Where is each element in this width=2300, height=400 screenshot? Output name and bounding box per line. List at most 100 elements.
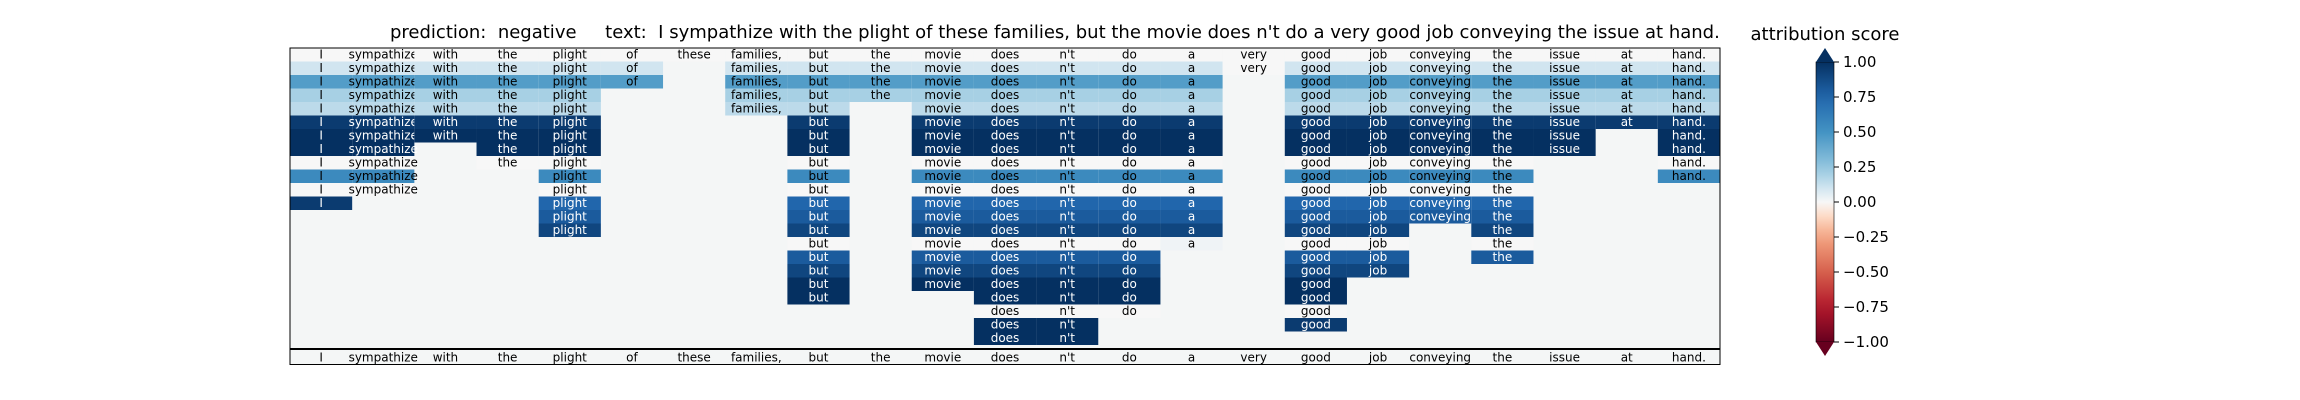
token-label: sympathize (349, 169, 418, 183)
heatmap-cell (1657, 48, 1720, 62)
heatmap-cell (538, 156, 601, 170)
token-label: plight (553, 156, 588, 170)
heatmap-cell (352, 61, 415, 75)
heatmap-cell (414, 102, 477, 116)
token-label: the (1493, 237, 1513, 251)
token-label: very (1240, 61, 1267, 75)
bottom-token-label: a (1188, 351, 1195, 365)
token-label: n't (1059, 264, 1075, 278)
bottom-token-label: these (677, 351, 710, 365)
heatmap-cell (1160, 196, 1223, 210)
heatmap-cell (787, 291, 850, 305)
heatmap-cell (600, 61, 664, 75)
heatmap-cell (1284, 129, 1347, 143)
token-label: do (1122, 291, 1137, 305)
heatmap-cell (1036, 304, 1099, 318)
heatmap-cell (290, 115, 353, 129)
token-label: n't (1059, 129, 1075, 143)
token-label: hand. (1672, 75, 1706, 89)
token-label: does (991, 277, 1020, 291)
token-label: with (433, 115, 458, 129)
heatmap-cell (1595, 61, 1658, 75)
heatmap-cell (290, 129, 353, 143)
heatmap-cell (1346, 223, 1410, 237)
token-label: hand. (1672, 169, 1706, 183)
token-label: does (991, 196, 1020, 210)
heatmap-cell (1471, 250, 1534, 264)
heatmap-cell (1346, 196, 1410, 210)
token-label: but (809, 237, 829, 251)
heatmap-cell (1409, 115, 1472, 129)
token-label: the (871, 48, 891, 62)
heatmap-cell (1160, 61, 1223, 75)
token-label: a (1188, 88, 1195, 102)
heatmap-cell (290, 102, 353, 116)
token-label: but (809, 156, 829, 170)
heatmap-cell (1036, 264, 1099, 278)
token-label: good (1301, 61, 1331, 75)
token-label: the (498, 88, 518, 102)
heatmap-cell (1471, 102, 1534, 116)
token-label: good (1301, 318, 1331, 332)
heatmap-cell (1533, 115, 1596, 129)
token-label: but (809, 264, 829, 278)
heatmap-cell (973, 183, 1037, 197)
token-label: conveying (1409, 88, 1471, 102)
token-label: at (1621, 75, 1633, 89)
token-label: conveying (1409, 102, 1471, 116)
heatmap-cell (1409, 210, 1472, 224)
heatmap-cell (476, 142, 539, 156)
heatmap-cell (1409, 75, 1472, 89)
heatmap-cell (1471, 61, 1534, 75)
heatmap-cell (911, 129, 974, 143)
token-label: movie (924, 210, 961, 224)
token-label: do (1122, 196, 1137, 210)
token-label: job (1368, 250, 1387, 264)
token-label: movie (924, 156, 961, 170)
heatmap-cell (1036, 291, 1099, 305)
token-label: good (1301, 156, 1331, 170)
heatmap-cell (538, 129, 601, 143)
heatmap-cell (1284, 264, 1347, 278)
token-label: does (991, 264, 1020, 278)
token-label: does (991, 304, 1020, 318)
token-label: do (1122, 88, 1137, 102)
token-label: job (1368, 61, 1387, 75)
token-label: conveying (1409, 142, 1471, 156)
token-label: but (809, 115, 829, 129)
heatmap-cell (725, 48, 788, 62)
heatmap-cell (1409, 156, 1472, 170)
bottom-token-label: issue (1549, 351, 1580, 365)
heatmap-cell (787, 223, 850, 237)
heatmap-cell (1284, 88, 1347, 102)
token-label: plight (553, 223, 588, 237)
heatmap-cell (1409, 142, 1472, 156)
heatmap-cell (787, 183, 850, 197)
heatmap-cell (1346, 115, 1410, 129)
token-label: but (809, 142, 829, 156)
token-label: movie (924, 250, 961, 264)
heatmap-cell (1346, 156, 1410, 170)
heatmap-cell (1346, 102, 1410, 116)
token-label: does (991, 102, 1020, 116)
token-label: sympathize (349, 75, 418, 89)
heatmap-cell (911, 169, 974, 183)
heatmap-cell (1098, 183, 1161, 197)
heatmap-cell (1036, 169, 1099, 183)
token-label: does (991, 88, 1020, 102)
token-label: very (1240, 48, 1267, 62)
heatmap-cell (1284, 75, 1347, 89)
token-label: of (626, 48, 638, 62)
colorbar-tick-label: 0.00 (1843, 193, 1876, 211)
heatmap-cell (973, 129, 1037, 143)
heatmap-cell (1657, 75, 1720, 89)
token-label: families, (731, 61, 782, 75)
token-label: good (1301, 196, 1331, 210)
token-label: a (1188, 48, 1195, 62)
token-label: families, (731, 88, 782, 102)
heatmap-cell (1284, 250, 1347, 264)
token-label: the (1493, 102, 1513, 116)
heatmap-cell (1222, 48, 1285, 62)
token-label: the (498, 156, 518, 170)
